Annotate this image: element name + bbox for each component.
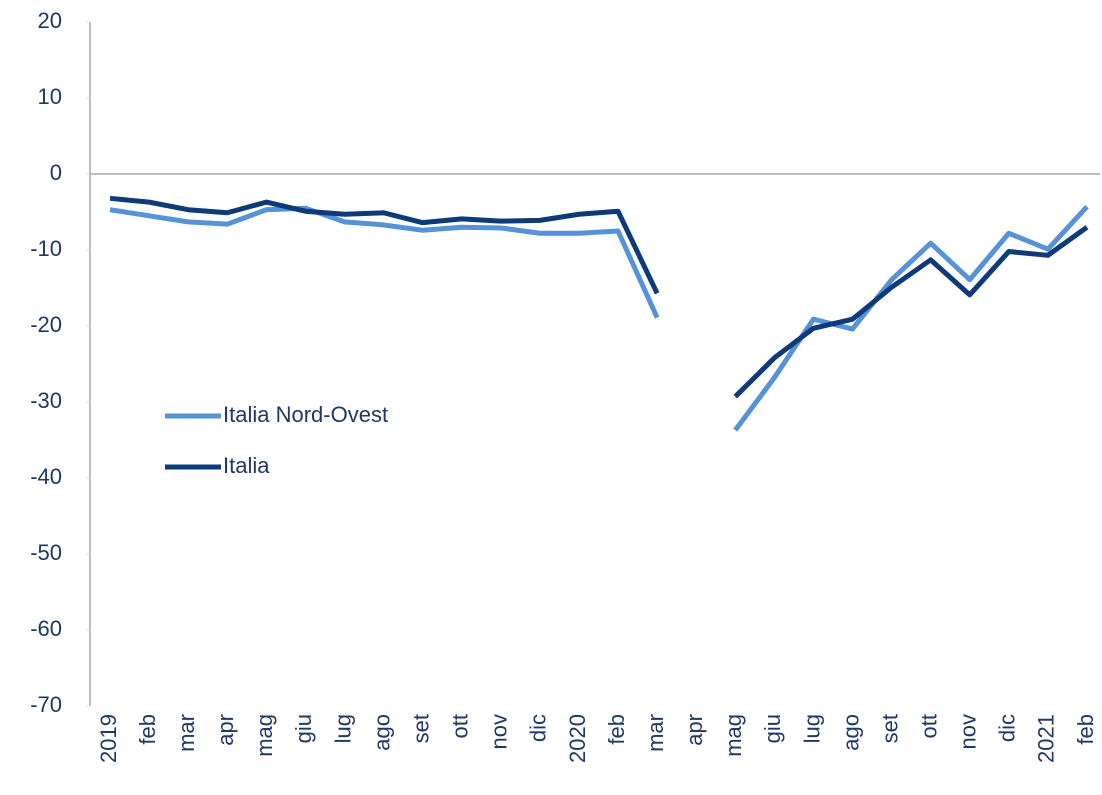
x-tick-label: ago (369, 714, 394, 751)
x-tick-label: nov (956, 714, 981, 749)
x-tick-label: 2020 (565, 714, 590, 763)
x-tick-label: set (408, 714, 433, 743)
x-tick-label: feb (1073, 714, 1098, 745)
x-tick-label: lug (799, 714, 824, 743)
x-tick-label: giu (291, 714, 316, 743)
y-tick-label: -40 (30, 464, 62, 489)
x-tick-label: mar (174, 714, 199, 752)
x-tick-label: 2021 (1034, 714, 1059, 763)
y-tick-label: -10 (30, 236, 62, 261)
x-tick-label: feb (604, 714, 629, 745)
x-tick-label: apr (682, 714, 707, 746)
x-tick-label: mag (721, 714, 746, 757)
x-tick-label: ott (448, 714, 473, 738)
y-tick-label: -50 (30, 540, 62, 565)
y-tick-label: -20 (30, 312, 62, 337)
legend-label: Italia Nord-Ovest (223, 402, 388, 427)
x-tick-label: lug (330, 714, 355, 743)
x-tick-label: giu (760, 714, 785, 743)
x-tick-label: nov (487, 714, 512, 749)
x-tick-label: ott (916, 714, 941, 738)
y-tick-label: 0 (50, 160, 62, 185)
x-tick-label: dic (995, 714, 1020, 742)
x-tick-label: feb (135, 714, 160, 745)
legend-label: Italia (223, 453, 270, 478)
x-tick-label: ago (838, 714, 863, 751)
y-tick-label: -70 (30, 692, 62, 717)
y-tick-label: -30 (30, 388, 62, 413)
x-tick-label: apr (213, 714, 238, 746)
series-line (109, 195, 1089, 399)
x-tick-label: set (877, 714, 902, 743)
series-line (109, 204, 1089, 432)
x-tick-label: 2019 (96, 714, 121, 763)
y-tick-label: -60 (30, 616, 62, 641)
y-tick-label: 20 (38, 8, 62, 33)
x-tick-label: mag (252, 714, 277, 757)
y-tick-label: 10 (38, 84, 62, 109)
x-tick-label: dic (526, 714, 551, 742)
x-tick-label: mar (643, 714, 668, 752)
